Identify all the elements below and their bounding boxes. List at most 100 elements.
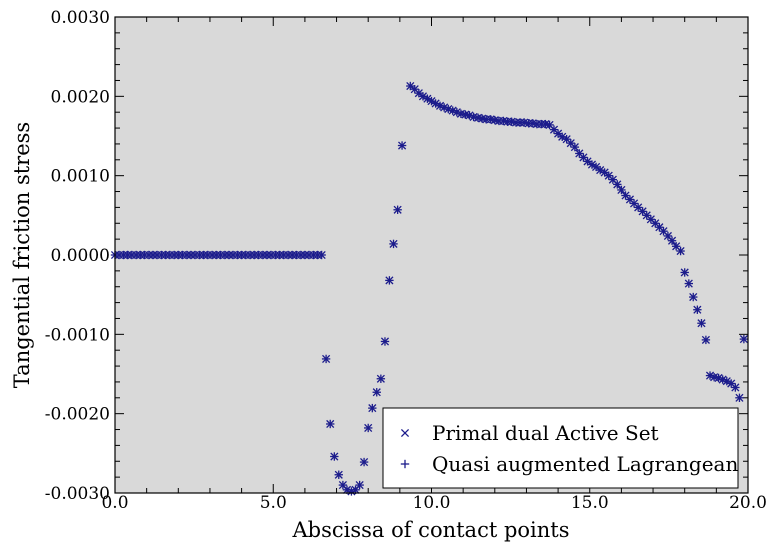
data-point-quasi-augmented xyxy=(718,375,727,384)
series-quasi-augmented xyxy=(110,81,749,496)
data-point-quasi-augmented xyxy=(406,81,415,91)
legend-box xyxy=(382,407,739,489)
data-point-quasi-augmented xyxy=(638,207,647,216)
data-point-quasi-augmented xyxy=(646,215,656,224)
y-tick-label: -0.0020 xyxy=(45,405,110,425)
data-point-quasi-augmented xyxy=(735,393,744,402)
data-point-quasi-augmented xyxy=(727,379,736,388)
data-point-quasi-augmented xyxy=(393,205,402,214)
legend-marker-quasi-augmented xyxy=(400,459,410,469)
data-point-quasi-augmented xyxy=(461,110,470,119)
data-point-quasi-augmented xyxy=(385,276,394,285)
x-axis-title: Abscissa of contact points xyxy=(291,518,569,542)
x-tick-label: 20.0 xyxy=(729,493,767,513)
data-point-quasi-augmented xyxy=(671,242,681,251)
data-point-quasi-augmented xyxy=(739,334,749,344)
data-point-quasi-augmented xyxy=(642,211,651,220)
data-point-quasi-augmented xyxy=(520,118,529,127)
data-point-quasi-augmented xyxy=(321,354,331,364)
data-point-quasi-augmented xyxy=(714,373,723,383)
data-point-quasi-augmented xyxy=(583,157,592,166)
x-tick-label: 0.0 xyxy=(101,493,128,513)
data-point-quasi-augmented xyxy=(604,171,613,180)
data-point-quasi-augmented xyxy=(633,203,643,212)
data-point-quasi-augmented xyxy=(444,104,453,114)
data-point-quasi-augmented xyxy=(486,115,495,124)
data-point-quasi-augmented xyxy=(625,195,635,204)
data-point-quasi-augmented xyxy=(431,99,440,108)
y-tick-label: 0.0030 xyxy=(51,8,110,28)
data-point-quasi-augmented xyxy=(368,403,377,413)
data-point-quasi-augmented xyxy=(376,374,386,383)
data-point-quasi-augmented xyxy=(562,134,571,144)
data-point-quasi-augmented xyxy=(558,132,567,141)
data-point-quasi-augmented xyxy=(418,92,428,101)
data-point-quasi-augmented xyxy=(541,119,550,129)
data-point-quasi-augmented xyxy=(326,419,335,429)
data-point-quasi-augmented xyxy=(439,103,449,112)
data-point-quasi-augmented xyxy=(595,165,605,175)
legend-marker-primal-dual xyxy=(400,428,410,438)
data-point-quasi-augmented xyxy=(629,199,639,208)
data-point-quasi-augmented xyxy=(655,223,664,232)
data-point-quasi-augmented xyxy=(575,149,584,158)
data-point-quasi-augmented xyxy=(473,113,483,122)
data-point-quasi-augmented xyxy=(397,141,407,150)
x-tick-label: 10.0 xyxy=(413,493,451,513)
data-point-quasi-augmented xyxy=(663,231,673,241)
data-point-quasi-augmented xyxy=(499,116,508,126)
data-point-quasi-augmented xyxy=(693,305,702,314)
data-point-quasi-augmented xyxy=(667,236,677,245)
y-axis-title: Tangential friction stress xyxy=(10,122,34,388)
x-axis-ticks: 0.0 5.0 10.0 15.0 20.0 xyxy=(101,17,767,513)
y-axis-ticks: -0.0030 -0.0020 -0.0010 0.0000 0.0010 0.0020 0… xyxy=(45,8,748,504)
y-tick-label: -0.0010 xyxy=(45,325,110,345)
data-point-quasi-augmented xyxy=(689,292,698,302)
data-point-quasi-augmented xyxy=(465,111,474,120)
data-point-quasi-augmented xyxy=(676,246,685,256)
data-point-quasi-augmented xyxy=(570,142,580,152)
data-point-quasi-augmented xyxy=(435,101,445,111)
data-point-quasi-augmented xyxy=(410,84,419,94)
data-point-quasi-augmented xyxy=(448,106,457,115)
legend-label-primal-dual: Primal dual Active Set xyxy=(432,421,659,445)
data-point-quasi-augmented xyxy=(334,470,343,479)
data-point-quasi-augmented xyxy=(545,120,554,130)
data-point-quasi-augmented xyxy=(566,138,575,148)
data-points xyxy=(110,81,749,496)
data-point-quasi-augmented xyxy=(507,117,516,126)
y-tick-label: 0.0020 xyxy=(51,87,110,107)
data-point-quasi-augmented xyxy=(347,487,356,496)
data-point-quasi-augmented xyxy=(651,219,660,228)
data-point-quasi-augmented xyxy=(338,480,348,490)
data-point-quasi-augmented xyxy=(477,114,487,123)
y-tick-label: 0.0000 xyxy=(51,246,110,266)
data-point-quasi-augmented xyxy=(452,108,462,117)
data-point-quasi-augmented xyxy=(684,279,694,288)
data-point-quasi-augmented xyxy=(359,457,369,467)
data-point-quasi-augmented xyxy=(380,337,390,346)
data-point-quasi-augmented xyxy=(680,268,689,277)
data-point-quasi-augmented xyxy=(617,185,626,195)
y-tick-label: -0.0030 xyxy=(45,484,110,504)
data-point-quasi-augmented xyxy=(697,319,706,328)
data-point-quasi-augmented xyxy=(701,335,711,345)
data-point-quasi-augmented xyxy=(731,383,740,392)
data-point-quasi-augmented xyxy=(608,175,618,184)
data-point-quasi-augmented xyxy=(579,153,588,162)
data-point-quasi-augmented xyxy=(705,371,715,380)
plot-frame xyxy=(114,16,749,494)
legend-plus-marker xyxy=(400,459,410,469)
x-tick-label: 5.0 xyxy=(260,493,287,513)
data-point-quasi-augmented xyxy=(364,423,373,433)
data-point-quasi-augmented xyxy=(549,125,559,134)
data-point-quasi-augmented xyxy=(621,191,630,200)
data-point-quasi-augmented xyxy=(659,227,668,236)
data-point-quasi-augmented xyxy=(613,180,622,189)
legend-label-quasi-augmented: Quasi augmented Lagrangean xyxy=(432,452,738,476)
data-point-quasi-augmented xyxy=(330,452,339,461)
data-point-quasi-augmented xyxy=(709,372,719,382)
data-point-quasi-augmented xyxy=(389,239,398,249)
legend-x-marker xyxy=(400,428,410,438)
